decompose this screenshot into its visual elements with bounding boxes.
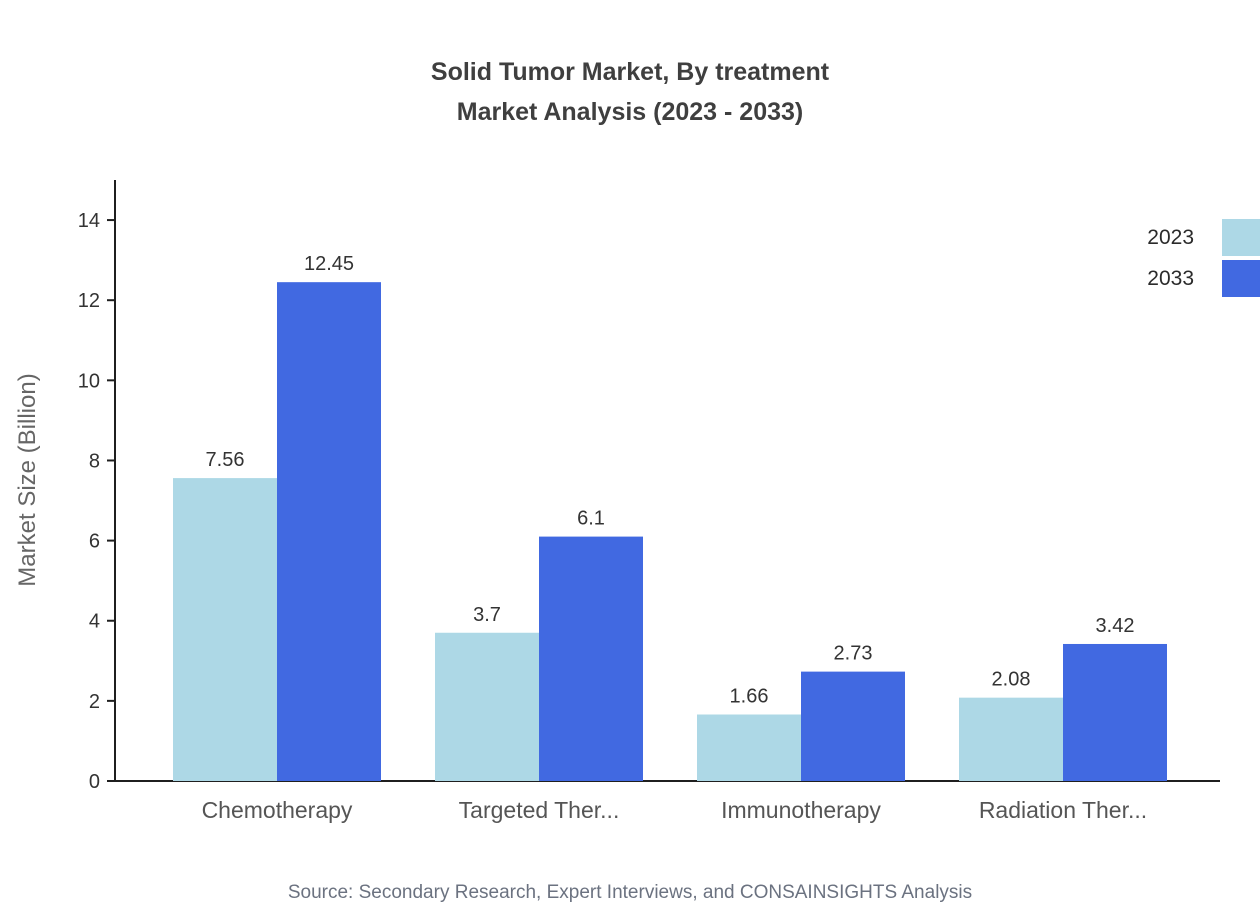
source-attribution: Source: Secondary Research, Expert Inter… (287, 882, 973, 903)
bar-2023-chemotherapy (173, 478, 277, 781)
bar-value-label: 3.42 (1096, 615, 1135, 637)
bar-2033-targeted-ther- (539, 536, 643, 781)
bar-value-label: 12.45 (304, 253, 354, 275)
legend-label-2033: 2033 (1147, 266, 1194, 290)
legend-label-2023: 2023 (1147, 225, 1194, 249)
y-axis-title: Market Size (Billion) (14, 373, 41, 586)
bar-2033-radiation-ther- (1063, 643, 1167, 781)
y-tick-label: 14 (78, 210, 100, 232)
legend-item-2033: 2033 (1147, 260, 1260, 297)
bar-2023-immunotherapy (697, 714, 801, 781)
bar-value-label: 7.56 (206, 449, 245, 471)
y-tick-label: 4 (89, 611, 100, 633)
y-tick-label: 12 (78, 290, 100, 312)
y-tick-label: 10 (78, 370, 100, 392)
y-tick-label: 2 (89, 691, 100, 713)
chart-title-line2: Market Analysis (2023 - 2033) (456, 98, 804, 126)
x-category-label: Chemotherapy (202, 797, 353, 823)
x-category-label: Targeted Ther... (459, 797, 620, 823)
bar-value-label: 2.73 (834, 643, 873, 665)
bar-value-label: 3.7 (473, 604, 501, 626)
chart-title: Solid Tumor Market, By treatment Market … (0, 52, 1260, 132)
bar-value-label: 6.1 (577, 508, 605, 530)
x-category-label: Immunotherapy (721, 797, 881, 823)
bar-value-label: 1.66 (730, 685, 769, 707)
bar-2033-immunotherapy (801, 671, 905, 781)
bar-2023-targeted-ther- (435, 632, 539, 781)
y-tick-label: 6 (89, 531, 100, 553)
legend-swatch-2023-icon (1222, 219, 1260, 256)
chart-legend: 2023 2033 (1147, 219, 1260, 297)
bar-value-label: 2.08 (992, 669, 1031, 691)
legend-swatch-2033-icon (1222, 260, 1260, 297)
bar-2023-radiation-ther- (959, 697, 1063, 781)
y-tick-label: 8 (89, 450, 100, 472)
legend-item-2023: 2023 (1147, 219, 1260, 256)
x-category-label: Radiation Ther... (979, 797, 1147, 823)
chart-title-line1: Solid Tumor Market, By treatment (430, 58, 830, 86)
bar-2033-chemotherapy (277, 282, 381, 781)
y-tick-label: 0 (89, 771, 100, 793)
